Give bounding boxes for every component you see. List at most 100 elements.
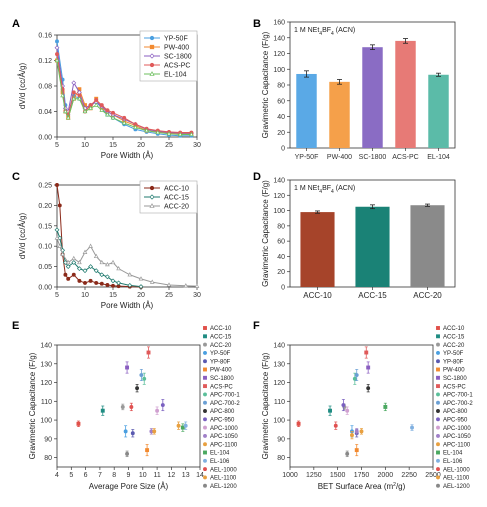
data-point [54,57,60,63]
x-tick-label: 14 [196,472,204,479]
panel-label: B [253,18,261,30]
data-point [105,283,110,287]
y-tick-label: 120 [273,380,285,387]
data-point [345,451,350,456]
annotation-subscript: 4 [319,189,322,195]
data-point [352,376,357,381]
legend-label: APC-700-1 [210,393,240,399]
data-point [105,261,110,267]
panel-label: A [12,18,20,30]
y-tick-label: 0.10 [38,244,52,251]
y-tick-label: 0.00 [38,135,52,142]
y-tick-label: 140 [273,343,285,350]
annotation-subscript: 4 [331,31,334,37]
data-point [76,421,81,426]
legend-label: SC-1800 [443,376,467,382]
legend-label: APC-1100 [443,442,471,448]
legend-marker [436,425,440,430]
legend-marker [436,467,440,472]
y-tick-label: 140 [273,35,285,42]
data-point [129,404,134,409]
data-point [77,278,82,283]
data-point [88,243,93,248]
legend-marker [436,350,440,355]
y-tick-label: 160 [273,20,285,27]
data-point [105,112,110,117]
data-point [183,423,188,428]
data-point [71,80,77,86]
legend-marker [436,417,440,422]
y-tick-label: 100 [40,418,52,425]
x-tick-label: 2250 [401,472,417,479]
legend-label: AEL-1000 [210,467,237,473]
data-point [160,403,165,408]
legend-marker [436,342,440,347]
legend-label: AEL-1200 [443,484,470,490]
data-point [139,373,144,377]
data-point [366,365,371,370]
legend-label: YP-50F [443,351,464,357]
data-point [155,129,161,135]
legend-label: YP-50F [210,351,231,357]
data-point [82,268,88,274]
y-tick-label: 0.12 [38,58,52,65]
data-point [57,203,62,208]
legend-label: YP-50F [164,36,188,43]
data-point [93,268,99,274]
legend-label: PW-400 [443,368,465,374]
legend-marker [203,458,207,463]
legend-label: AEL-1000 [443,467,470,473]
y-tick-label: 100 [273,67,285,74]
legend-marker [149,53,155,59]
y-tick-label: 100 [273,418,285,425]
data-point [77,96,82,101]
data-point [99,259,105,265]
data-point [149,279,155,284]
data-point [60,251,65,256]
legend-marker [149,44,155,50]
y-tick-label: 0 [281,146,285,153]
x-tick-label: 6 [84,472,88,479]
legend-label: EL-106 [210,459,230,465]
legend-label: APC-800 [443,409,468,415]
x-tick-label: ACC-10 [303,291,332,300]
legend-label: APC-1050 [443,434,471,440]
annotation-text: (ACN) [334,27,355,34]
legend-marker [203,392,207,397]
bar [410,205,445,287]
legend-label: ACS-PC [210,384,233,390]
legend-marker [203,342,207,347]
data-point [116,280,122,286]
data-point [359,429,364,434]
bar [395,40,416,148]
legend-label: YP-80F [443,359,464,365]
data-point [110,278,116,284]
legend-label: APC-1050 [210,434,238,440]
x-tick-label: 20 [137,292,145,299]
y-tick-label: 40 [277,254,285,261]
legend-marker [203,400,207,405]
data-point [166,131,172,136]
y-tick-label: 0.04 [38,109,52,116]
legend-marker [203,433,207,438]
legend-marker [149,71,155,76]
annotation-text: BF [322,27,331,34]
x-tick-label: 4 [55,472,59,479]
y-tick-label: 80 [44,455,52,462]
y-tick-label: 120 [273,193,285,200]
data-point [121,120,127,125]
legend-label: ACC-15 [164,195,189,202]
data-point [105,108,110,113]
x-tick-label: 1000 [282,472,298,479]
electrolyte-annotation: 1 M NEt4BF4 (ACN) [294,185,355,195]
y-tick-label: 0 [281,285,285,292]
data-point [177,131,183,137]
legend-label: APC-950 [210,418,235,424]
data-point [127,272,133,277]
legend-label: ACC-10 [210,326,232,332]
legend-marker [436,367,440,372]
x-tick-label: 13 [182,472,190,479]
legend-label: EL-104 [164,72,187,79]
x-tick-label: 25 [165,292,173,299]
data-point [54,227,60,233]
